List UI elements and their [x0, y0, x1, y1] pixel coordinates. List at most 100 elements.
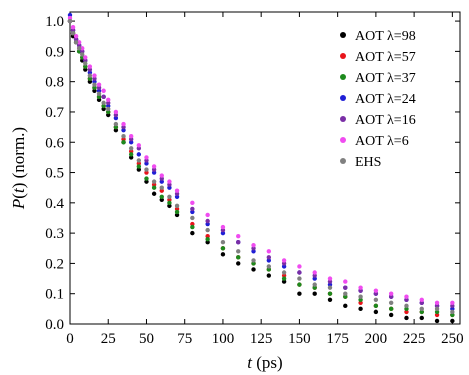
data-point: [136, 143, 142, 148]
data-point: [174, 212, 180, 218]
y-tick-label-9: 0.9: [45, 44, 64, 60]
legend-label-1: AOT λ=57: [355, 50, 416, 65]
legend-marker-1: [340, 53, 346, 59]
data-point: [190, 221, 195, 227]
data-point: [121, 121, 126, 127]
data-point: [136, 164, 142, 169]
data-point: [220, 246, 226, 251]
data-point: [450, 303, 455, 309]
data-point: [343, 294, 348, 299]
data-point: [312, 291, 317, 296]
data-point: [236, 261, 241, 266]
data-point: [404, 294, 409, 299]
data-point: [312, 276, 317, 281]
data-point: [174, 191, 180, 196]
x-tick-label-4: 100: [212, 331, 235, 347]
data-point: [87, 73, 93, 78]
data-point: [128, 146, 134, 151]
data-point: [358, 306, 363, 312]
data-point: [266, 273, 272, 278]
data-point: [121, 137, 126, 142]
data-point: [73, 34, 79, 39]
data-point: [167, 185, 172, 190]
data-point: [159, 185, 164, 190]
data-point: [76, 40, 82, 45]
data-point: [388, 306, 394, 312]
series-2: [67, 18, 455, 318]
data-point: [174, 194, 180, 199]
data-point: [67, 15, 73, 21]
ticks: 0 25 50 75 100 125 150 175 200 225 250 0.0 0.1 0.2 0.3…: [45, 12, 464, 347]
data-point: [251, 258, 256, 263]
data-point: [101, 88, 106, 93]
x-axis-label: t (ps): [247, 353, 282, 372]
data-point: [92, 88, 97, 93]
data-point: [220, 252, 226, 257]
data-point: [251, 267, 256, 272]
data-point: [174, 188, 180, 193]
data-point: [121, 127, 126, 133]
data-point: [151, 182, 157, 187]
data-point: [70, 34, 76, 39]
data-point: [297, 264, 302, 269]
data-point: [128, 155, 134, 160]
x-tick-label-5: 125: [250, 331, 273, 347]
data-point: [450, 318, 455, 324]
data-point: [87, 64, 93, 69]
y-tick-label-5: 0.5: [45, 166, 64, 182]
data-point: [205, 240, 210, 245]
series-6: [67, 18, 455, 315]
data-point: [358, 294, 363, 299]
data-point: [205, 233, 210, 239]
data-point: [87, 70, 93, 75]
data-point: [106, 100, 111, 106]
legend-label-4: AOT λ=16: [355, 113, 416, 128]
data-point: [312, 273, 317, 278]
data-point: [281, 273, 287, 278]
data-point: [281, 276, 287, 281]
data-point: [70, 31, 76, 36]
data-point: [388, 294, 394, 299]
x-tick-label-3: 75: [177, 331, 192, 347]
data-point: [266, 249, 272, 254]
data-point: [136, 152, 142, 157]
data-point: [121, 124, 126, 130]
data-point: [121, 133, 126, 139]
data-point: [144, 158, 149, 163]
data-point: [281, 258, 287, 263]
data-point: [136, 146, 142, 151]
data-point: [87, 76, 93, 81]
data-point: [73, 37, 79, 42]
data-point: [167, 200, 172, 206]
y-tick-label-0: 0.0: [45, 317, 64, 333]
data-point: [101, 100, 106, 106]
data-point: [76, 46, 82, 51]
data-point: [159, 197, 164, 203]
data-point: [76, 43, 82, 48]
data-point: [144, 161, 149, 166]
data-point: [151, 170, 157, 175]
data-points: [67, 12, 455, 324]
data-point: [113, 109, 119, 115]
data-point: [281, 279, 287, 284]
data-point: [83, 64, 88, 69]
data-point: [205, 221, 210, 227]
data-point: [450, 300, 455, 305]
data-point: [190, 230, 195, 236]
data-point: [106, 112, 111, 118]
y-tick-label-8: 0.8: [45, 75, 64, 91]
data-point: [83, 55, 88, 60]
data-point: [159, 176, 164, 181]
data-point: [190, 215, 195, 221]
data-point: [343, 291, 348, 296]
data-point: [404, 306, 409, 312]
data-point: [190, 224, 195, 230]
y-axis-label-var2: t: [9, 187, 28, 193]
data-point: [101, 94, 106, 100]
data-point: [266, 258, 272, 263]
data-point: [101, 103, 106, 109]
data-point: [159, 194, 164, 199]
data-point: [144, 167, 149, 172]
x-tick-label-7: 175: [326, 331, 349, 347]
data-point: [80, 49, 85, 54]
